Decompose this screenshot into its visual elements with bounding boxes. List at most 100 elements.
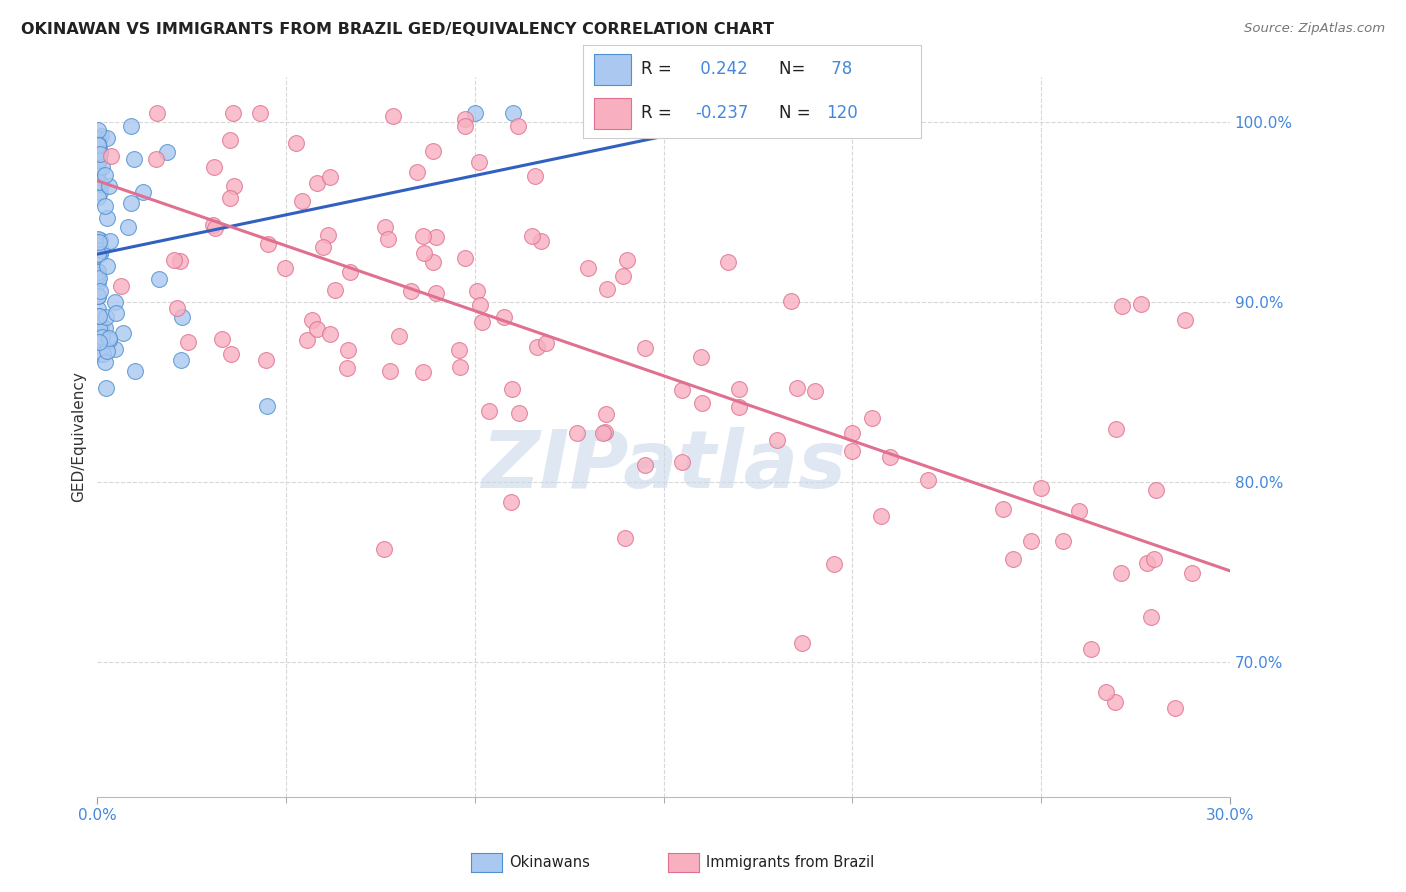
Point	[146, 106, 169, 120]
Point	[634, 458, 657, 473]
Point	[274, 260, 297, 275]
Point	[104, 295, 127, 310]
Point	[120, 195, 142, 210]
Point	[131, 185, 153, 199]
Point	[96, 211, 118, 225]
Point	[502, 106, 524, 120]
Point	[508, 406, 530, 420]
Point	[87, 268, 110, 282]
Point	[339, 265, 361, 279]
Point	[530, 235, 553, 249]
Point	[1104, 694, 1126, 708]
Point	[219, 191, 242, 205]
Text: Okinawans: Okinawans	[509, 855, 591, 870]
Point	[222, 106, 245, 120]
Point	[87, 321, 110, 335]
Point	[406, 165, 429, 179]
Point	[412, 229, 434, 244]
Point	[454, 119, 477, 133]
Point	[671, 383, 693, 397]
Point	[87, 301, 110, 316]
Point	[87, 334, 110, 349]
Point	[1052, 534, 1074, 549]
Point	[87, 264, 110, 278]
Point	[100, 149, 122, 163]
Point	[520, 229, 543, 244]
Point	[87, 123, 110, 137]
Point	[596, 282, 619, 296]
Point	[156, 145, 179, 159]
Point	[468, 155, 491, 169]
Point	[169, 253, 191, 268]
Point	[89, 327, 111, 342]
Point	[374, 219, 396, 234]
Point	[765, 433, 787, 447]
Point	[1109, 566, 1132, 580]
Point	[94, 199, 117, 213]
Point	[1136, 556, 1159, 570]
Point	[717, 255, 740, 269]
Point	[110, 279, 132, 293]
Y-axis label: GED/Equivalency: GED/Equivalency	[72, 372, 86, 502]
Point	[305, 322, 328, 336]
Point	[297, 333, 319, 347]
Point	[1181, 566, 1204, 580]
Point	[422, 145, 444, 159]
Point	[790, 636, 813, 650]
Point	[97, 178, 120, 193]
Text: R =: R =	[641, 104, 676, 122]
Text: N=: N=	[779, 60, 811, 78]
Point	[311, 240, 333, 254]
Point	[1111, 299, 1133, 313]
Point	[222, 178, 245, 193]
Point	[89, 247, 111, 261]
Point	[870, 508, 893, 523]
Point	[1164, 701, 1187, 715]
Point	[124, 364, 146, 378]
Point	[89, 153, 111, 167]
Point	[89, 233, 111, 247]
Point	[90, 319, 112, 334]
Point	[380, 364, 402, 378]
Point	[94, 321, 117, 335]
Point	[87, 175, 110, 189]
Point	[823, 557, 845, 571]
Point	[1105, 422, 1128, 436]
Point	[87, 270, 110, 285]
Point	[94, 381, 117, 395]
Point	[249, 106, 271, 120]
Point	[204, 221, 226, 235]
Point	[412, 365, 434, 379]
Point	[1080, 641, 1102, 656]
Point	[449, 360, 471, 375]
Point	[1140, 610, 1163, 624]
Point	[316, 228, 339, 243]
Point	[122, 153, 145, 167]
Point	[90, 178, 112, 192]
Point	[464, 106, 486, 120]
Point	[373, 542, 395, 557]
Point	[87, 310, 110, 324]
Point	[90, 330, 112, 344]
Point	[120, 120, 142, 134]
Point	[803, 384, 825, 399]
Text: OKINAWAN VS IMMIGRANTS FROM BRAZIL GED/EQUIVALENCY CORRELATION CHART: OKINAWAN VS IMMIGRANTS FROM BRAZIL GED/E…	[21, 22, 775, 37]
Point	[87, 153, 110, 168]
Point	[211, 332, 233, 346]
Point	[454, 251, 477, 265]
Point	[94, 168, 117, 182]
Point	[1173, 313, 1195, 327]
Point	[89, 244, 111, 258]
Point	[89, 186, 111, 200]
Point	[87, 289, 110, 303]
Point	[841, 425, 863, 440]
Point	[1029, 481, 1052, 495]
Point	[1146, 483, 1168, 497]
Point	[96, 130, 118, 145]
Point	[860, 411, 883, 425]
Point	[337, 343, 360, 358]
Point	[91, 161, 114, 175]
Point	[690, 350, 713, 364]
Point	[98, 331, 121, 345]
Point	[728, 382, 751, 396]
